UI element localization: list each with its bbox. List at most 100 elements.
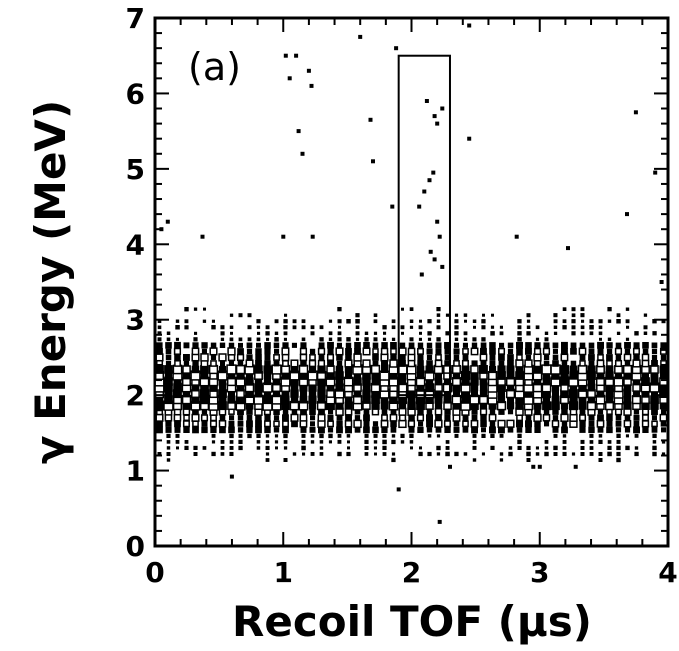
band-bin (624, 360, 631, 367)
band-bin (581, 319, 585, 323)
band-bin (571, 325, 576, 330)
band-bin (544, 451, 549, 457)
band-bin (166, 440, 171, 444)
band-bin (625, 307, 630, 311)
band-bin (201, 420, 208, 427)
band-bin (284, 313, 288, 317)
band-bin (651, 408, 658, 416)
band-bin (336, 414, 343, 421)
band-bin (588, 414, 595, 421)
band-bin (220, 452, 225, 456)
band-bin (183, 354, 190, 361)
band-bin (651, 354, 658, 360)
band-bin (273, 342, 280, 349)
band-bin (462, 342, 468, 348)
data-point (435, 121, 440, 126)
band-bin (201, 409, 208, 415)
band-bin (291, 409, 298, 415)
band-bin (274, 440, 279, 444)
band-bin (578, 395, 587, 404)
band-bin (462, 420, 469, 428)
band-bin (176, 446, 179, 450)
band-bin (229, 451, 234, 456)
band-bin (661, 440, 666, 444)
band-bin (407, 420, 416, 428)
band-bin (562, 440, 567, 444)
band-bin (299, 395, 308, 404)
band-bin (579, 354, 586, 361)
band-bin (463, 337, 468, 341)
band-bin (319, 337, 324, 342)
band-bin (507, 396, 514, 404)
band-bin (156, 420, 163, 428)
band-bin (633, 354, 640, 361)
x-tick-label: 3 (530, 556, 549, 589)
band-bin (606, 342, 613, 349)
data-point (435, 219, 440, 224)
band-bin (362, 395, 371, 404)
band-bin (211, 319, 215, 323)
band-bin (300, 342, 307, 349)
band-bin (335, 371, 344, 380)
band-bin (470, 419, 479, 428)
band-bin (254, 377, 263, 386)
band-bin (516, 341, 523, 349)
data-point (427, 178, 432, 183)
y-tick-label: 1 (126, 455, 145, 488)
band-bin (372, 342, 379, 349)
band-bin (165, 360, 172, 367)
x-tick-label: 4 (658, 556, 677, 589)
band-bin (633, 414, 640, 421)
band-bin (542, 401, 551, 411)
data-point (437, 519, 442, 524)
y-tick-label: 7 (126, 2, 145, 35)
band-bin (443, 378, 452, 386)
band-bin (328, 337, 333, 341)
band-bin (526, 313, 531, 318)
band-bin (561, 421, 568, 427)
band-bin (317, 365, 326, 374)
band-bin (309, 366, 317, 374)
band-bin (596, 419, 605, 428)
band-bin (481, 433, 486, 438)
band-bin (391, 325, 396, 330)
band-bin (193, 445, 198, 450)
band-bin (497, 419, 506, 428)
band-bin (299, 347, 308, 355)
band-bin (291, 420, 298, 428)
band-bin (435, 426, 442, 433)
band-bin (282, 409, 289, 415)
band-bin (436, 307, 441, 312)
band-bin (534, 342, 541, 349)
band-bin (641, 401, 650, 410)
y-tick-label: 5 (126, 153, 145, 186)
y-tick-label: 0 (126, 530, 145, 563)
band-bin (570, 360, 577, 367)
band-bin (355, 337, 360, 341)
band-bin (615, 427, 622, 433)
band-bin (373, 331, 378, 335)
band-bin (317, 395, 326, 404)
band-bin (301, 439, 306, 444)
band-bin (254, 383, 263, 392)
band-bin (580, 307, 585, 312)
band-bin (461, 359, 469, 367)
band-bin (319, 325, 324, 330)
band-bin (209, 383, 218, 392)
band-bin (263, 365, 272, 374)
band-bin (417, 347, 424, 355)
band-bin (363, 408, 370, 415)
band-bin (561, 426, 568, 434)
band-bin (551, 401, 560, 411)
band-bin (470, 365, 479, 374)
band-bin (246, 420, 253, 428)
band-bin (336, 354, 343, 361)
band-bin (255, 360, 262, 367)
band-bin (256, 337, 261, 342)
band-bin (245, 377, 254, 386)
band-bin (229, 337, 234, 342)
band-bin (641, 359, 650, 368)
band-bin (660, 342, 667, 349)
band-bin (283, 458, 288, 462)
band-bin (597, 426, 604, 433)
